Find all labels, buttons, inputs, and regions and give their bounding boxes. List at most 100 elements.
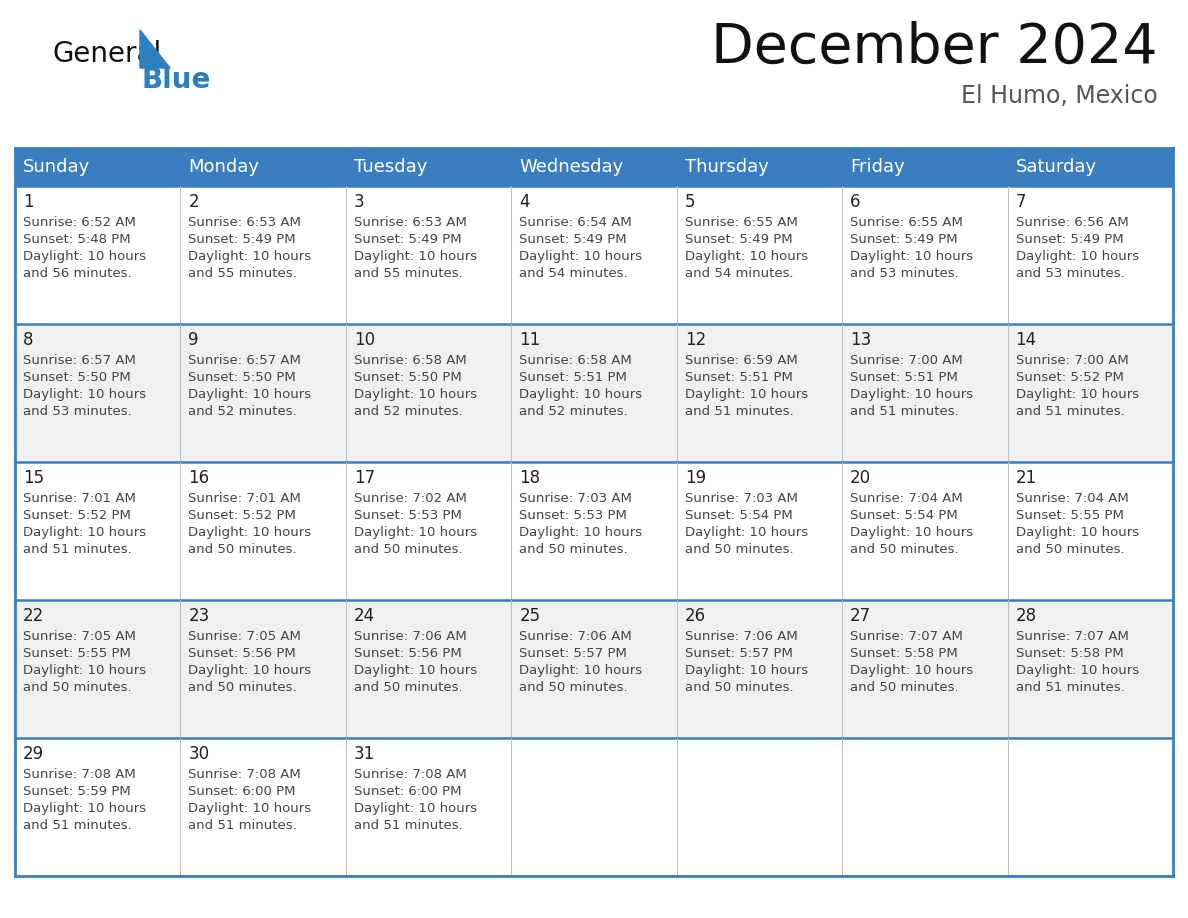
Text: Sunset: 5:59 PM: Sunset: 5:59 PM <box>23 785 131 798</box>
Text: and 50 minutes.: and 50 minutes. <box>851 681 959 694</box>
Text: and 50 minutes.: and 50 minutes. <box>1016 543 1124 556</box>
Text: and 51 minutes.: and 51 minutes. <box>189 819 297 832</box>
Text: 28: 28 <box>1016 607 1037 625</box>
Text: Sunset: 5:51 PM: Sunset: 5:51 PM <box>851 371 958 384</box>
Text: 14: 14 <box>1016 331 1037 349</box>
Text: 19: 19 <box>684 469 706 487</box>
Text: Sunset: 5:56 PM: Sunset: 5:56 PM <box>189 647 296 660</box>
Text: Sunset: 5:55 PM: Sunset: 5:55 PM <box>23 647 131 660</box>
Text: Daylight: 10 hours: Daylight: 10 hours <box>23 388 146 401</box>
Text: and 53 minutes.: and 53 minutes. <box>1016 267 1124 280</box>
Text: and 50 minutes.: and 50 minutes. <box>519 681 628 694</box>
Text: Daylight: 10 hours: Daylight: 10 hours <box>684 664 808 677</box>
Text: Sunset: 6:00 PM: Sunset: 6:00 PM <box>354 785 461 798</box>
Text: 22: 22 <box>23 607 44 625</box>
Text: Sunrise: 7:05 AM: Sunrise: 7:05 AM <box>189 630 302 643</box>
Text: Sunset: 5:53 PM: Sunset: 5:53 PM <box>519 509 627 522</box>
Text: Sunrise: 7:06 AM: Sunrise: 7:06 AM <box>519 630 632 643</box>
Text: and 50 minutes.: and 50 minutes. <box>189 543 297 556</box>
Text: and 51 minutes.: and 51 minutes. <box>1016 681 1124 694</box>
Text: Sunset: 6:00 PM: Sunset: 6:00 PM <box>189 785 296 798</box>
Text: Sunrise: 6:52 AM: Sunrise: 6:52 AM <box>23 216 135 229</box>
Text: Thursday: Thursday <box>684 158 769 176</box>
Text: Sunrise: 7:07 AM: Sunrise: 7:07 AM <box>851 630 963 643</box>
Text: Sunrise: 7:00 AM: Sunrise: 7:00 AM <box>851 354 963 367</box>
Bar <box>15 186 1173 324</box>
Text: Daylight: 10 hours: Daylight: 10 hours <box>851 250 973 263</box>
Text: Sunrise: 7:06 AM: Sunrise: 7:06 AM <box>354 630 467 643</box>
Text: 2: 2 <box>189 193 200 211</box>
Text: Sunset: 5:57 PM: Sunset: 5:57 PM <box>684 647 792 660</box>
Text: and 50 minutes.: and 50 minutes. <box>519 543 628 556</box>
Text: 30: 30 <box>189 745 209 763</box>
Text: Sunrise: 6:57 AM: Sunrise: 6:57 AM <box>189 354 302 367</box>
Text: 18: 18 <box>519 469 541 487</box>
Text: 16: 16 <box>189 469 209 487</box>
Text: Daylight: 10 hours: Daylight: 10 hours <box>1016 664 1138 677</box>
Text: Sunrise: 6:57 AM: Sunrise: 6:57 AM <box>23 354 135 367</box>
Text: and 53 minutes.: and 53 minutes. <box>851 267 959 280</box>
Text: Wednesday: Wednesday <box>519 158 624 176</box>
Text: Daylight: 10 hours: Daylight: 10 hours <box>851 664 973 677</box>
Text: and 52 minutes.: and 52 minutes. <box>519 405 628 418</box>
Text: Daylight: 10 hours: Daylight: 10 hours <box>23 664 146 677</box>
Text: Daylight: 10 hours: Daylight: 10 hours <box>1016 250 1138 263</box>
Text: Monday: Monday <box>189 158 259 176</box>
Text: 25: 25 <box>519 607 541 625</box>
Text: 17: 17 <box>354 469 375 487</box>
Text: and 55 minutes.: and 55 minutes. <box>189 267 297 280</box>
Text: and 52 minutes.: and 52 minutes. <box>354 405 462 418</box>
Text: Daylight: 10 hours: Daylight: 10 hours <box>519 664 643 677</box>
Text: Sunset: 5:48 PM: Sunset: 5:48 PM <box>23 233 131 246</box>
Text: Daylight: 10 hours: Daylight: 10 hours <box>23 802 146 815</box>
Text: Sunset: 5:56 PM: Sunset: 5:56 PM <box>354 647 462 660</box>
Text: Daylight: 10 hours: Daylight: 10 hours <box>23 250 146 263</box>
Text: Sunset: 5:54 PM: Sunset: 5:54 PM <box>684 509 792 522</box>
Text: Sunrise: 6:58 AM: Sunrise: 6:58 AM <box>354 354 467 367</box>
Text: 1: 1 <box>23 193 33 211</box>
Text: Daylight: 10 hours: Daylight: 10 hours <box>189 802 311 815</box>
Text: Daylight: 10 hours: Daylight: 10 hours <box>354 388 478 401</box>
Bar <box>15 462 1173 600</box>
Text: Sunrise: 6:54 AM: Sunrise: 6:54 AM <box>519 216 632 229</box>
Text: Daylight: 10 hours: Daylight: 10 hours <box>851 388 973 401</box>
Text: Daylight: 10 hours: Daylight: 10 hours <box>519 526 643 539</box>
Polygon shape <box>140 30 170 68</box>
Text: and 50 minutes.: and 50 minutes. <box>23 681 132 694</box>
Text: Sunset: 5:49 PM: Sunset: 5:49 PM <box>354 233 461 246</box>
Text: Daylight: 10 hours: Daylight: 10 hours <box>519 388 643 401</box>
Text: 5: 5 <box>684 193 695 211</box>
Text: 24: 24 <box>354 607 375 625</box>
Text: Sunset: 5:49 PM: Sunset: 5:49 PM <box>189 233 296 246</box>
Text: Daylight: 10 hours: Daylight: 10 hours <box>684 250 808 263</box>
Text: Daylight: 10 hours: Daylight: 10 hours <box>354 526 478 539</box>
Text: Daylight: 10 hours: Daylight: 10 hours <box>684 526 808 539</box>
Text: and 50 minutes.: and 50 minutes. <box>354 543 462 556</box>
Text: Daylight: 10 hours: Daylight: 10 hours <box>354 250 478 263</box>
Text: and 54 minutes.: and 54 minutes. <box>519 267 628 280</box>
Text: Sunset: 5:55 PM: Sunset: 5:55 PM <box>1016 509 1124 522</box>
Text: Sunrise: 7:04 AM: Sunrise: 7:04 AM <box>851 492 963 505</box>
Text: Sunrise: 7:03 AM: Sunrise: 7:03 AM <box>519 492 632 505</box>
Text: Sunset: 5:50 PM: Sunset: 5:50 PM <box>23 371 131 384</box>
Text: Sunset: 5:50 PM: Sunset: 5:50 PM <box>189 371 296 384</box>
Bar <box>15 600 1173 738</box>
Text: Saturday: Saturday <box>1016 158 1097 176</box>
Text: 29: 29 <box>23 745 44 763</box>
Text: Sunset: 5:57 PM: Sunset: 5:57 PM <box>519 647 627 660</box>
Text: 6: 6 <box>851 193 860 211</box>
Text: and 52 minutes.: and 52 minutes. <box>189 405 297 418</box>
Text: Sunrise: 6:55 AM: Sunrise: 6:55 AM <box>684 216 797 229</box>
Text: and 51 minutes.: and 51 minutes. <box>1016 405 1124 418</box>
Text: Sunset: 5:52 PM: Sunset: 5:52 PM <box>1016 371 1124 384</box>
Text: Sunrise: 6:59 AM: Sunrise: 6:59 AM <box>684 354 797 367</box>
Text: 31: 31 <box>354 745 375 763</box>
Text: 3: 3 <box>354 193 365 211</box>
Text: Sunset: 5:49 PM: Sunset: 5:49 PM <box>851 233 958 246</box>
Text: Daylight: 10 hours: Daylight: 10 hours <box>354 664 478 677</box>
Text: Sunrise: 6:55 AM: Sunrise: 6:55 AM <box>851 216 963 229</box>
Text: Sunrise: 7:00 AM: Sunrise: 7:00 AM <box>1016 354 1129 367</box>
Text: Sunset: 5:53 PM: Sunset: 5:53 PM <box>354 509 462 522</box>
Text: Daylight: 10 hours: Daylight: 10 hours <box>354 802 478 815</box>
Text: and 50 minutes.: and 50 minutes. <box>684 681 794 694</box>
